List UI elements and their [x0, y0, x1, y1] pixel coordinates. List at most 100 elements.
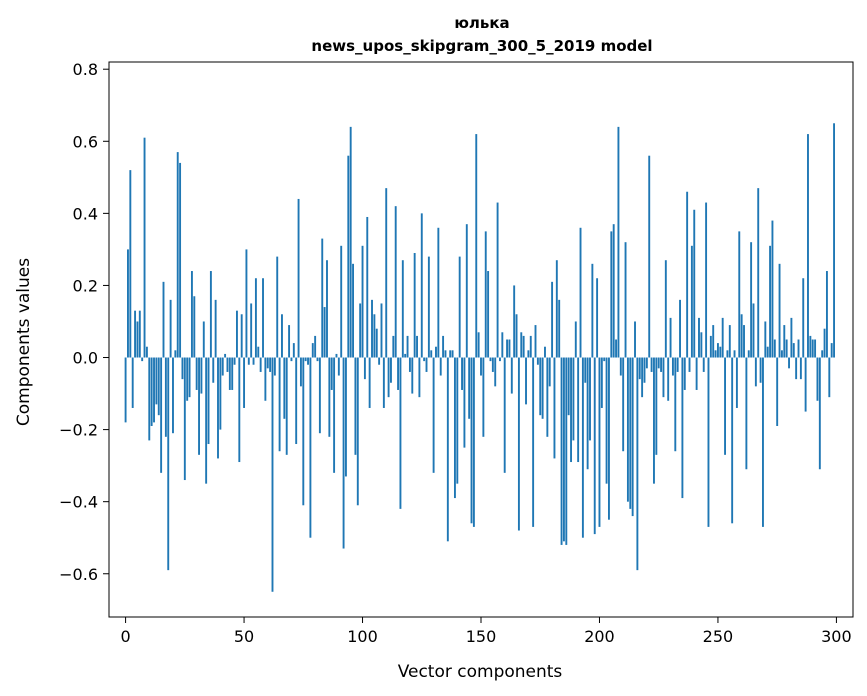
bar-291 [814, 339, 817, 358]
bar-109 [382, 357, 385, 408]
bar-136 [446, 357, 449, 542]
bar-237 [686, 191, 689, 358]
bar-230 [669, 317, 672, 358]
bar-299 [833, 123, 835, 358]
y-tick-label: 0.8 [73, 60, 98, 79]
bar-72 [295, 357, 298, 445]
bar-163 [510, 357, 513, 394]
bar-2 [129, 170, 132, 358]
bar-201 [600, 357, 603, 408]
bar-288 [807, 134, 809, 358]
bar-155 [491, 357, 494, 372]
bar-286 [802, 278, 805, 358]
y-tick-label: 0.2 [73, 276, 98, 295]
bar-74 [299, 357, 302, 387]
bar-38 [214, 299, 217, 358]
bar-181 [553, 357, 556, 459]
bar-160 [503, 357, 506, 473]
bar-287 [804, 357, 807, 412]
bar-65 [278, 357, 281, 452]
bar-203 [605, 357, 608, 484]
bar-64 [276, 256, 279, 358]
y-tick-label: −0.2 [59, 421, 98, 440]
bar-39 [217, 357, 219, 459]
bar-194 [584, 357, 587, 383]
bar-252 [721, 317, 724, 358]
bars-group [124, 123, 835, 592]
bar-147 [472, 357, 475, 527]
bar-274 [773, 339, 776, 358]
bar-22 [176, 152, 179, 358]
bar-140 [456, 357, 459, 484]
bar-6 [138, 310, 141, 358]
bar-3 [131, 357, 134, 408]
bar-235 [681, 357, 684, 499]
bar-218 [641, 357, 644, 398]
bar-166 [517, 357, 520, 531]
bar-53 [250, 303, 253, 358]
bar-16 [162, 281, 165, 358]
bar-270 [764, 321, 767, 358]
bar-138 [451, 350, 454, 358]
bar-209 [619, 357, 622, 376]
bar-278 [783, 325, 786, 358]
bar-82 [318, 357, 321, 434]
bar-162 [508, 339, 511, 358]
bar-100 [361, 245, 364, 358]
bar-212 [626, 357, 629, 502]
bar-191 [577, 357, 580, 463]
bar-289 [809, 335, 812, 358]
bar-243 [700, 332, 703, 358]
y-tick-label: −0.6 [59, 565, 98, 584]
bar-4 [134, 310, 137, 358]
bar-183 [558, 299, 561, 358]
bar-214 [631, 357, 634, 517]
bar-295 [823, 328, 826, 358]
bar-89 [335, 353, 338, 358]
chart-subtitle: news_upos_skipgram_300_5_2019 model [311, 37, 652, 55]
bar-121 [411, 357, 414, 394]
bar-262 [745, 357, 748, 470]
bar-187 [567, 357, 570, 416]
bar-177 [544, 346, 546, 358]
bar-112 [390, 357, 392, 383]
bar-226 [660, 357, 663, 372]
bar-198 [593, 357, 596, 535]
bar-297 [828, 357, 831, 398]
bar-251 [719, 346, 722, 358]
bar-178 [546, 357, 549, 437]
bar-217 [638, 357, 641, 380]
bar-248 [712, 325, 715, 358]
bar-184 [560, 357, 563, 545]
bar-190 [574, 321, 577, 358]
bar-101 [363, 357, 366, 380]
bar-146 [470, 357, 473, 524]
bar-216 [636, 357, 639, 571]
bar-215 [634, 321, 636, 358]
bar-179 [548, 357, 551, 387]
bar-60 [266, 357, 269, 369]
bar-272 [769, 245, 772, 358]
x-tick-label: 250 [703, 627, 734, 646]
bar-47 [236, 310, 238, 358]
bar-123 [416, 335, 418, 358]
bar-49 [240, 314, 243, 358]
bar-223 [653, 357, 655, 484]
bar-200 [598, 357, 601, 527]
bar-66 [281, 314, 283, 358]
bar-54 [252, 357, 255, 365]
bar-293 [818, 357, 821, 470]
bar-232 [674, 357, 677, 452]
bar-55 [254, 278, 257, 358]
bar-202 [603, 357, 606, 362]
bar-175 [539, 357, 542, 416]
bar-282 [792, 343, 795, 358]
bar-135 [444, 350, 447, 358]
bar-145 [468, 357, 471, 419]
bar-172 [532, 357, 535, 527]
bar-259 [738, 231, 741, 358]
bar-45 [231, 357, 234, 390]
bar-90 [337, 357, 340, 376]
bar-211 [624, 242, 627, 358]
